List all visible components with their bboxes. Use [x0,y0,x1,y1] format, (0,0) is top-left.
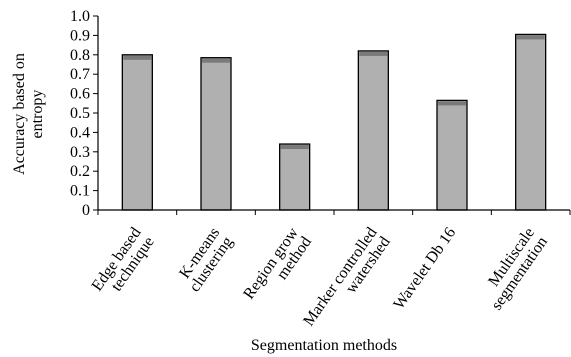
bar-cap [202,58,230,63]
bar-body [121,54,153,211]
y-tick-label: 0.9 [70,27,90,44]
y-tick-label: 0 [82,202,90,219]
bar [515,33,547,211]
y-tick-label: 0.6 [70,86,90,103]
x-category-label: Wavelet Db 16 [391,225,460,313]
bar-body [357,50,389,211]
y-axis-ticks: 0 0.1 0.2 0.3 0.4 0.5 0.6 0.7 0.8 0.9 1.0 [70,8,98,219]
y-tick-label: 1.0 [70,8,90,25]
bar [436,99,468,211]
bar-body [279,143,311,211]
y-tick-label: 0.8 [70,47,90,64]
x-category-label-line: Wavelet Db 16 [391,225,460,313]
y-tick-label: 0.2 [70,163,90,180]
bar-cap [280,145,309,150]
y-axis-title-line: Accuracy based on [11,53,28,175]
bar-body [200,57,232,211]
x-axis-title: Segmentation methods [251,337,397,354]
bar-body [515,33,547,211]
bar-cap [359,51,388,56]
bar-cap [123,55,152,60]
bars [121,33,547,211]
bar-cap [438,101,466,106]
y-tick-label: 0.4 [70,124,90,141]
bar [121,54,153,211]
bar [357,50,389,211]
y-axis-title-line: entropy [29,90,46,139]
bar [279,143,311,211]
y-tick-label: 0.3 [70,144,90,161]
bar [200,57,232,211]
bar-cap [516,35,545,40]
y-axis-title: Accuracy based on entropy [11,53,46,175]
y-tick-label: 0.1 [70,183,90,200]
bar-body [436,99,468,211]
y-tick-label: 0.7 [70,66,90,83]
x-axis-ticks [97,210,571,215]
y-tick-label: 0.5 [70,105,90,122]
